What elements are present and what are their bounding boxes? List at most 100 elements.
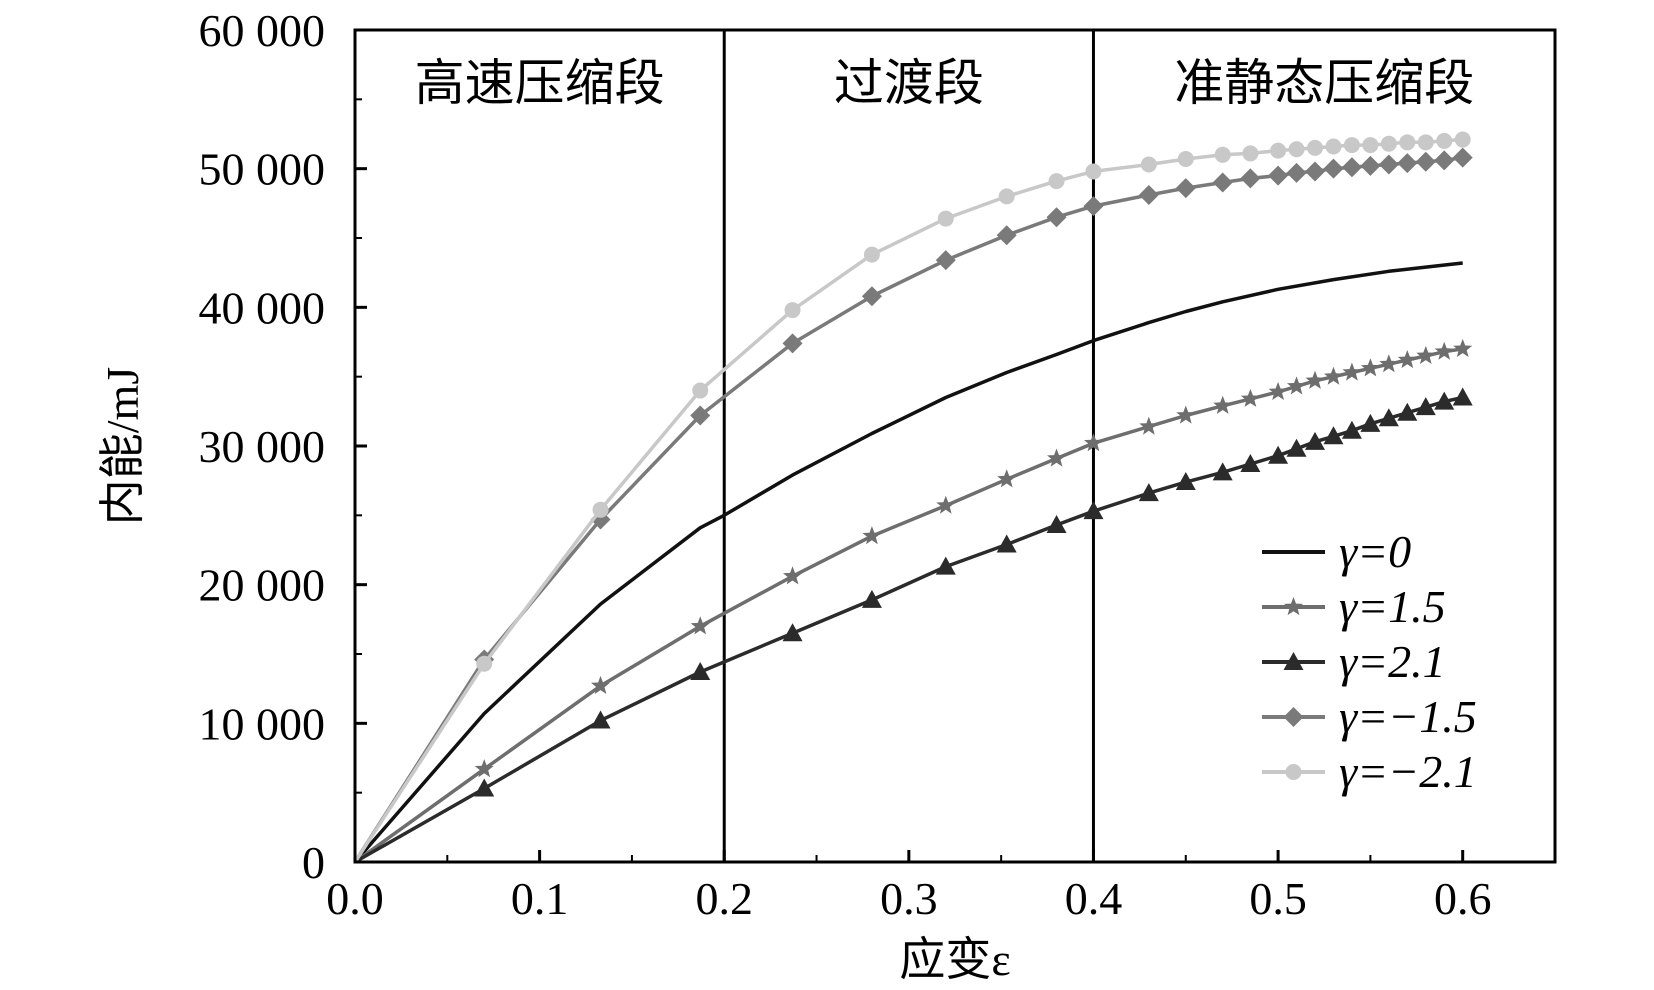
data-point bbox=[476, 655, 493, 672]
data-point bbox=[1176, 405, 1196, 424]
data-point bbox=[1397, 350, 1417, 369]
data-point bbox=[1083, 196, 1104, 217]
data-point bbox=[1378, 154, 1399, 175]
data-point bbox=[1415, 151, 1436, 172]
data-point bbox=[1213, 395, 1233, 414]
data-point bbox=[1047, 448, 1066, 467]
data-point bbox=[692, 382, 709, 399]
data-point bbox=[998, 188, 1015, 205]
data-point bbox=[1379, 354, 1399, 373]
data-point bbox=[863, 246, 880, 263]
data-point bbox=[690, 662, 711, 681]
data-point bbox=[1452, 387, 1473, 406]
x-tick-label: 0.6 bbox=[1434, 873, 1492, 924]
y-tick-label: 20 000 bbox=[199, 560, 326, 611]
x-tick-label: 0.5 bbox=[1249, 873, 1307, 924]
data-point bbox=[1046, 515, 1067, 534]
data-point bbox=[1286, 162, 1307, 183]
data-point bbox=[1454, 131, 1471, 148]
data-point bbox=[1305, 370, 1325, 389]
data-point bbox=[1417, 134, 1434, 151]
data-point bbox=[1288, 141, 1305, 158]
data-point bbox=[1286, 438, 1307, 457]
data-point bbox=[591, 675, 610, 694]
data-point bbox=[935, 556, 956, 575]
data-point bbox=[784, 302, 801, 319]
data-point bbox=[782, 623, 803, 642]
data-point bbox=[1268, 381, 1288, 400]
data-point bbox=[1046, 207, 1067, 228]
data-point bbox=[1283, 652, 1304, 670]
data-point bbox=[1240, 454, 1261, 473]
x-tick-label: 0.0 bbox=[326, 873, 384, 924]
region-label: 高速压缩段 bbox=[415, 55, 665, 111]
series-group bbox=[353, 261, 1463, 864]
y-tick-label: 60 000 bbox=[199, 5, 326, 56]
data-point bbox=[1323, 158, 1344, 179]
data-point bbox=[1268, 165, 1289, 186]
legend: γ=0γ=1.5γ=2.1γ=−1.5γ=−2.1 bbox=[1262, 526, 1477, 797]
series-layer bbox=[353, 131, 1473, 864]
legend-label: γ=−2.1 bbox=[1339, 746, 1477, 797]
data-point bbox=[474, 759, 494, 778]
x-tick-label: 0.2 bbox=[695, 873, 753, 924]
data-point bbox=[1177, 150, 1194, 167]
data-point bbox=[1175, 178, 1196, 199]
data-point bbox=[1139, 416, 1159, 435]
data-point bbox=[1287, 376, 1306, 395]
region-label: 准静态压缩段 bbox=[1174, 55, 1474, 111]
legend-label: γ=2.1 bbox=[1339, 636, 1446, 687]
y-tick-label: 0 bbox=[302, 837, 325, 888]
legend-label: γ=0 bbox=[1339, 526, 1411, 577]
data-point bbox=[996, 225, 1017, 246]
data-point bbox=[1399, 134, 1416, 151]
data-point bbox=[936, 495, 956, 514]
data-point bbox=[690, 405, 711, 426]
data-point bbox=[1452, 147, 1473, 168]
data-point bbox=[861, 589, 882, 608]
data-point bbox=[1285, 764, 1302, 780]
data-point bbox=[997, 469, 1017, 488]
data-point bbox=[1048, 173, 1065, 190]
data-point bbox=[937, 210, 954, 227]
data-point bbox=[1270, 142, 1287, 159]
data-point bbox=[1323, 426, 1344, 445]
data-point bbox=[1360, 155, 1381, 176]
data-point bbox=[592, 501, 609, 518]
data-point bbox=[1434, 150, 1455, 171]
data-point bbox=[1085, 163, 1102, 180]
data-point bbox=[1284, 597, 1303, 616]
data-point bbox=[1175, 472, 1196, 491]
series-group bbox=[353, 147, 1473, 863]
series-line bbox=[353, 261, 1463, 864]
data-point bbox=[1434, 341, 1454, 360]
data-point bbox=[1212, 172, 1233, 193]
series-line bbox=[353, 137, 1463, 863]
data-point bbox=[1343, 137, 1360, 154]
y-tick-label: 40 000 bbox=[199, 282, 326, 333]
data-point bbox=[1268, 445, 1289, 464]
y-tick-label: 50 000 bbox=[199, 144, 326, 195]
data-point bbox=[1140, 156, 1157, 173]
data-point bbox=[996, 534, 1017, 553]
data-point bbox=[1360, 413, 1381, 432]
data-point bbox=[783, 566, 802, 585]
region-label: 过渡段 bbox=[834, 55, 984, 111]
data-point bbox=[1212, 462, 1233, 481]
data-point bbox=[1240, 168, 1261, 189]
data-point bbox=[1084, 433, 1103, 452]
data-point bbox=[1324, 366, 1343, 385]
series-group bbox=[353, 131, 1471, 863]
data-point bbox=[1436, 132, 1453, 149]
y-tick-label: 30 000 bbox=[199, 421, 326, 472]
data-point bbox=[1341, 157, 1362, 178]
x-tick-label: 0.1 bbox=[511, 873, 569, 924]
region-layer: 高速压缩段 过渡段 准静态压缩段 bbox=[415, 30, 1474, 862]
x-axis-label: 应变ε bbox=[899, 934, 1010, 985]
data-point bbox=[862, 526, 882, 545]
data-point bbox=[474, 778, 495, 797]
data-point bbox=[1453, 338, 1473, 357]
data-point bbox=[1397, 402, 1418, 421]
data-point bbox=[1341, 420, 1362, 439]
data-point bbox=[1305, 161, 1325, 182]
